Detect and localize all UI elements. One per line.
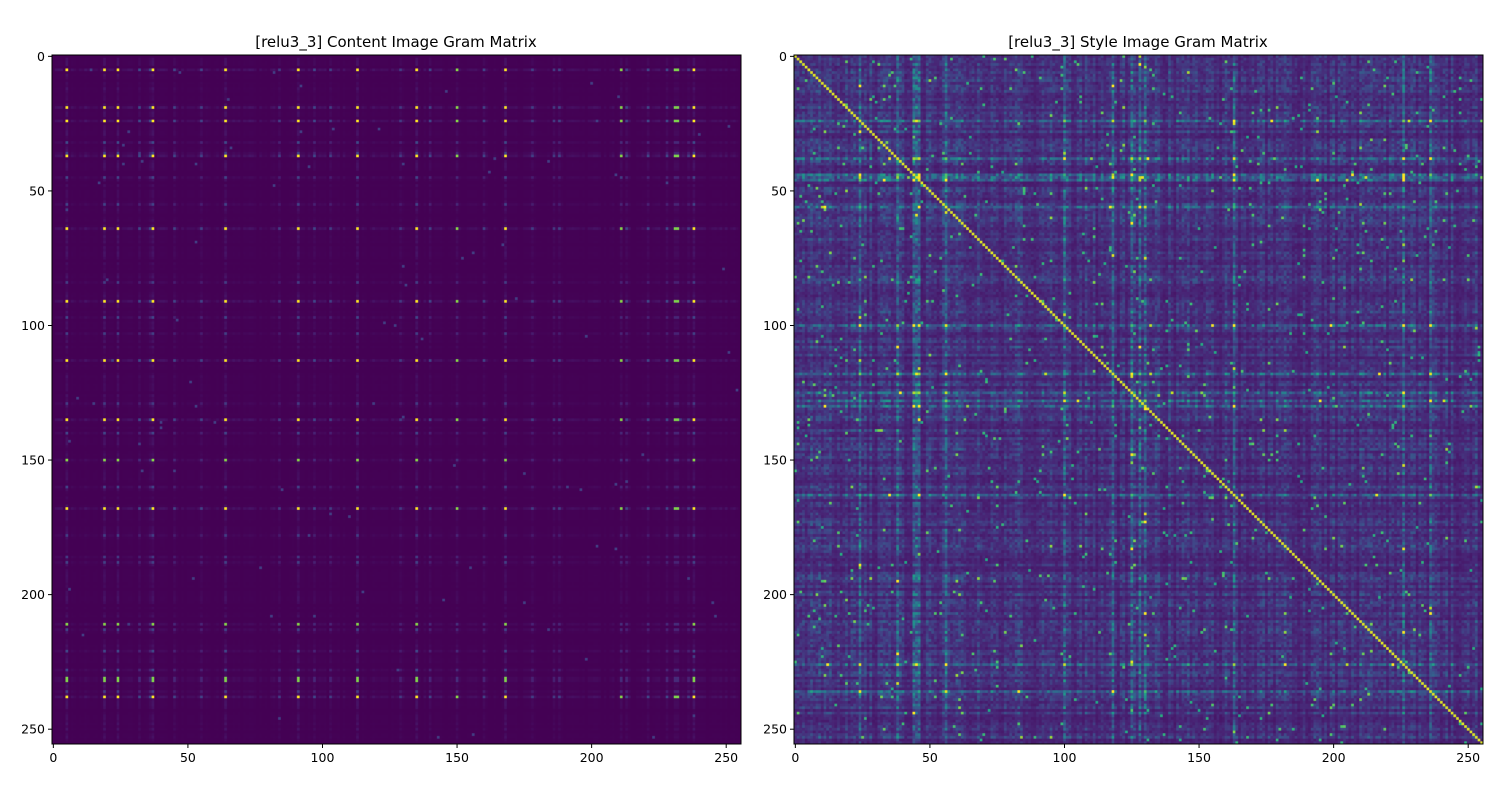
- content-x-tick-label: 150: [445, 750, 469, 765]
- style-axes-frame: [793, 54, 1484, 745]
- style-x-tick-label: 150: [1187, 750, 1211, 765]
- style-heatmap-image: [794, 55, 1483, 744]
- content-gram-plot: [relu3_3] Content Image Gram Matrix 0 50 1…: [21, 33, 742, 765]
- content-x-tick-label: 200: [580, 750, 604, 765]
- style-axis-ticks: 0 50 100 150 200 250 0 50 100 150 200 250: [763, 49, 1480, 765]
- style-y-tick-label: 50: [771, 183, 787, 198]
- content-y-tick-label: 250: [21, 722, 45, 737]
- content-axis-ticks: 0 50 100 150 200 250 0 50 100 150 200 250: [21, 49, 738, 765]
- content-x-tick-label: 50: [180, 750, 196, 765]
- content-y-tick-label: 200: [21, 587, 45, 602]
- style-gram-title: [relu3_3] Style Image Gram Matrix: [1008, 33, 1268, 52]
- content-y-tick-label: 0: [37, 49, 45, 64]
- content-axes-frame: [51, 54, 742, 745]
- content-y-tick-label: 150: [21, 453, 45, 468]
- content-x-tick-label: 0: [49, 750, 57, 765]
- content-x-tick-label: 250: [714, 750, 738, 765]
- content-y-tick-label: 100: [21, 318, 45, 333]
- style-x-tick-label: 200: [1322, 750, 1346, 765]
- style-y-tick-label: 100: [763, 318, 787, 333]
- style-x-tick-label: 250: [1456, 750, 1480, 765]
- content-gram-title: [relu3_3] Content Image Gram Matrix: [255, 33, 537, 52]
- style-y-tick-label: 200: [763, 587, 787, 602]
- style-x-tick-label: 50: [922, 750, 938, 765]
- style-gram-plot: [relu3_3] Style Image Gram Matrix 0 50 100…: [763, 33, 1484, 765]
- style-y-tick-label: 150: [763, 453, 787, 468]
- style-y-tick-label: 0: [779, 49, 787, 64]
- content-heatmap-image: [52, 55, 741, 744]
- style-y-tick-label: 250: [763, 722, 787, 737]
- content-x-tick-label: 100: [311, 750, 335, 765]
- style-x-tick-label: 0: [791, 750, 799, 765]
- style-x-tick-label: 100: [1053, 750, 1077, 765]
- content-y-tick-label: 50: [29, 183, 45, 198]
